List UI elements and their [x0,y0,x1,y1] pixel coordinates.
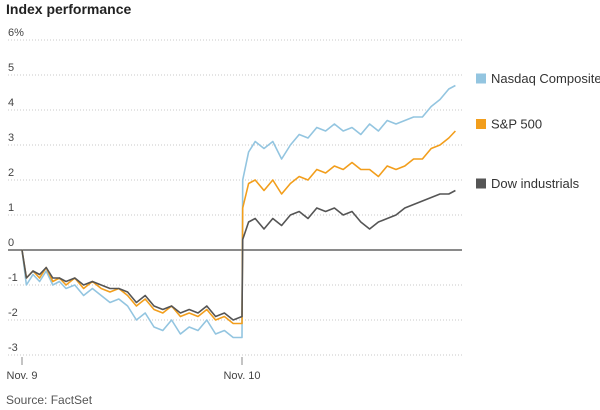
y-tick-label: -2 [8,307,18,319]
y-tick-label: 4 [8,97,14,109]
y-tick-label: 1 [8,202,14,214]
grid-lines [8,39,462,356]
y-tick-label: 0 [8,237,14,249]
y-axis-ticks: 6% 5 4 3 2 1 0 -1 -2 -3 [8,27,24,354]
y-tick-label: 3 [8,132,14,144]
y-tick-label: 6% [8,27,24,39]
legend-swatch-dow-industrials [476,178,486,189]
legend-label-dow-industrials: Dow industrials [491,176,580,191]
series-lines [21,84,456,339]
y-tick-label: 5 [8,62,14,74]
series-line-s-p-500 [21,130,456,325]
x-tick-label: Nov. 9 [7,370,38,382]
y-tick-label: 2 [8,167,14,179]
chart-title: Index performance [6,1,132,17]
legend-swatch-nasdaq-composite [476,73,486,84]
legend-label-s-p-500: S&P 500 [491,117,542,132]
series-line-dow-industrials [21,189,456,321]
y-tick-label: -1 [8,272,18,284]
series-line-nasdaq-composite [21,84,456,339]
x-tick-label: Nov. 10 [223,370,260,382]
legend: Nasdaq Composite S&P 500 Dow industrials [476,71,600,191]
legend-label-nasdaq-composite: Nasdaq Composite [491,71,600,86]
x-axis: Nov. 9 Nov. 10 [7,357,261,382]
y-tick-label: -3 [8,342,18,354]
source-note: Source: FactSet [6,393,93,407]
legend-swatch-s-p-500 [476,119,486,129]
